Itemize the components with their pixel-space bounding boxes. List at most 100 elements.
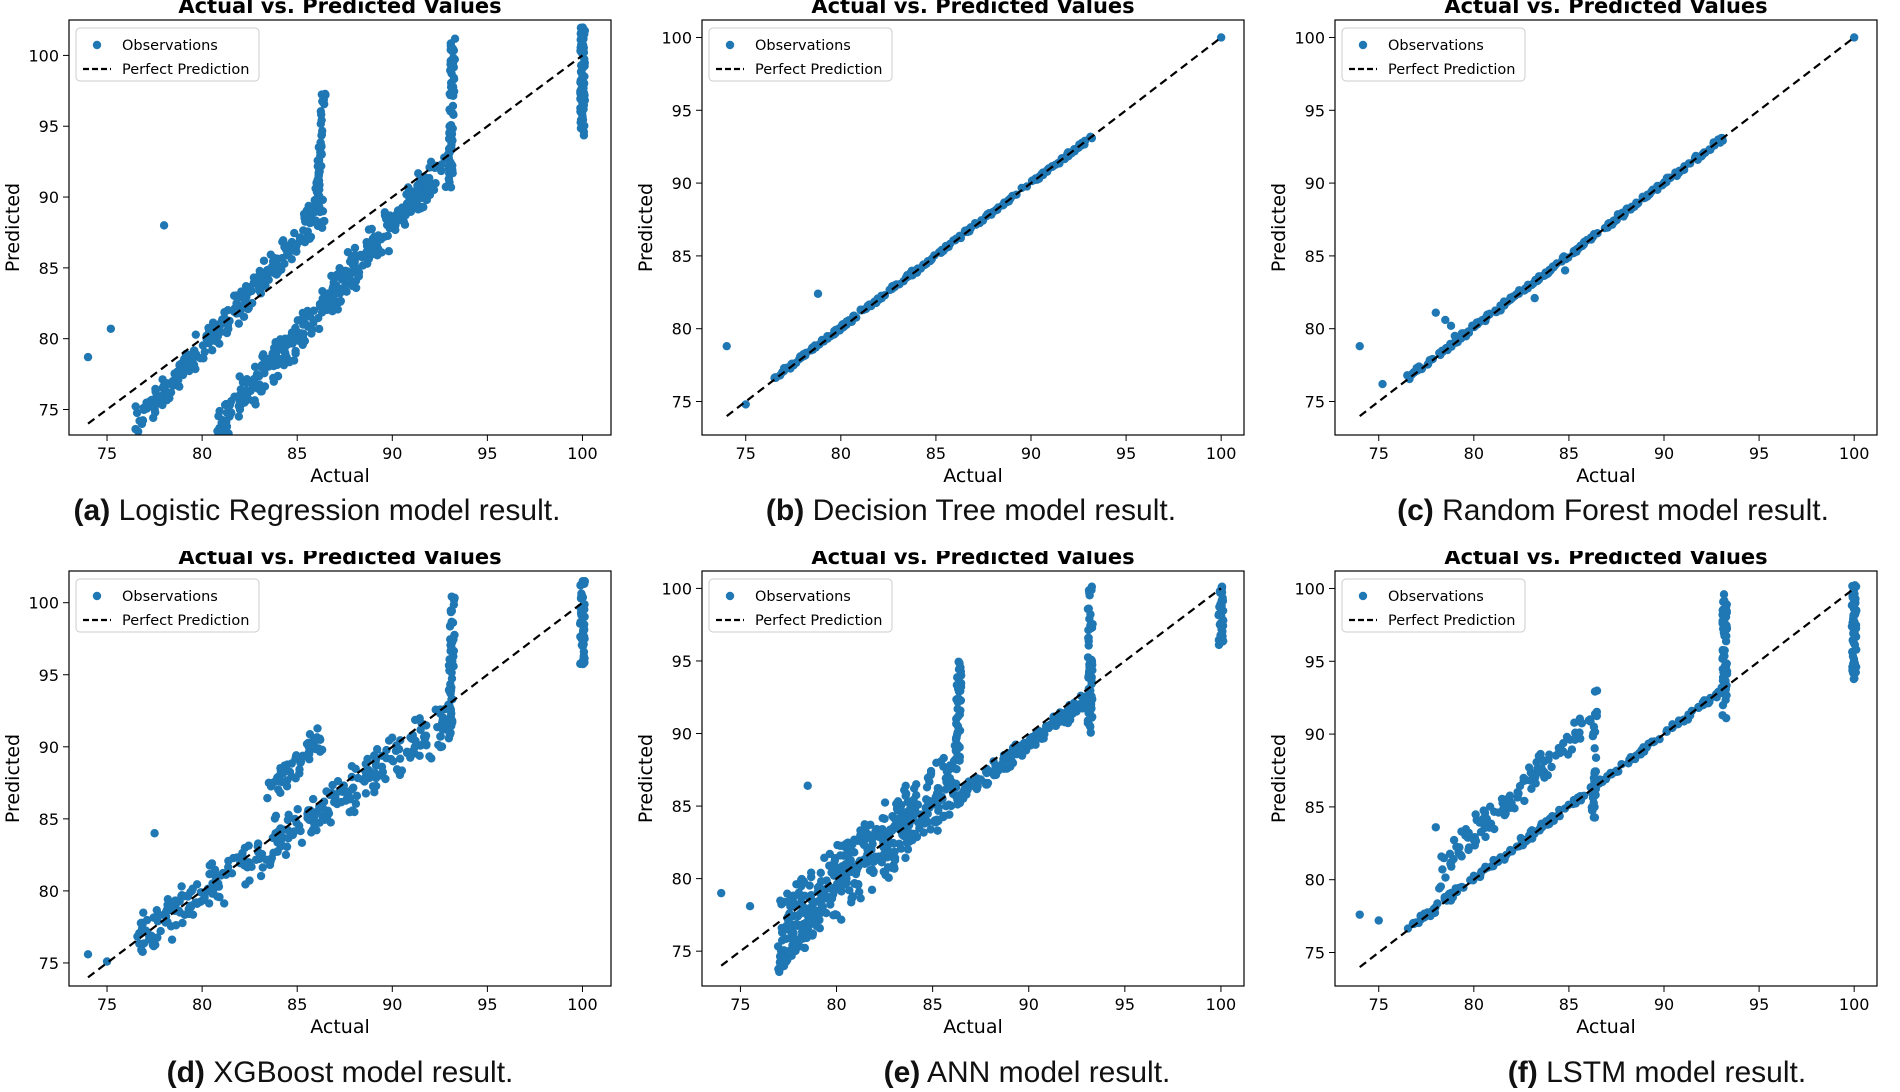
- caption-e: (e) ANN model result.: [717, 1056, 1337, 1090]
- data-point: [316, 107, 326, 116]
- data-point: [177, 882, 186, 891]
- data-point: [276, 834, 285, 843]
- data-point: [340, 282, 349, 291]
- data-point: [225, 400, 235, 410]
- data-point: [207, 859, 217, 868]
- x-tick-label: 95: [1115, 995, 1135, 1014]
- data-point: [1590, 777, 1599, 786]
- data-point: [846, 845, 856, 855]
- data-point: [841, 860, 850, 869]
- data-point: [1526, 827, 1536, 836]
- x-tick-label: 95: [1749, 995, 1769, 1014]
- x-axis-label: Actual: [1576, 465, 1636, 487]
- plot-frame: [1334, 19, 1878, 436]
- data-point: [577, 69, 587, 79]
- data-point: [1520, 796, 1529, 806]
- data-point: [102, 957, 112, 966]
- data-point: [317, 161, 326, 171]
- data-point: [834, 879, 843, 888]
- legend-marker-observations: [1358, 40, 1368, 50]
- data-point: [446, 159, 455, 168]
- caption-tag: (a): [73, 494, 111, 527]
- chart-panel-d: Actual vs. Predicted Values 75 80 85 90 95 100…: [2, 551, 612, 1038]
- data-point: [156, 926, 165, 936]
- data-point: [257, 363, 266, 372]
- data-point: [1589, 722, 1599, 732]
- data-point: [1215, 586, 1225, 596]
- data-point: [133, 932, 142, 941]
- x-axis-label: Actual: [943, 465, 1003, 487]
- data-point: [1050, 721, 1059, 730]
- data-point: [259, 256, 269, 265]
- data-point: [317, 115, 326, 125]
- data-point: [793, 935, 803, 945]
- data-point: [315, 299, 325, 309]
- y-tick-label: 100: [1294, 579, 1325, 598]
- data-point: [447, 674, 457, 683]
- y-tick-label: 80: [1305, 320, 1325, 339]
- y-tick-label: 75: [672, 393, 692, 412]
- data-point: [1722, 606, 1731, 616]
- data-point: [1505, 791, 1515, 800]
- data-point: [1850, 589, 1859, 598]
- data-point: [580, 658, 589, 667]
- x-tick-label: 80: [192, 444, 212, 463]
- data-point: [289, 356, 299, 365]
- data-point: [1540, 773, 1549, 782]
- data-point: [296, 826, 305, 836]
- data-point: [395, 754, 405, 763]
- y-tick-label: 85: [39, 810, 59, 829]
- data-point: [1436, 882, 1446, 891]
- data-point: [178, 918, 187, 928]
- data-point: [291, 752, 301, 762]
- data-point: [410, 735, 419, 745]
- data-point: [279, 777, 289, 787]
- data-point: [1412, 363, 1421, 373]
- data-point: [300, 336, 310, 346]
- data-point: [797, 927, 807, 936]
- data-point: [145, 934, 154, 944]
- data-point: [139, 405, 149, 415]
- data-point: [293, 805, 302, 814]
- data-point: [1378, 379, 1387, 389]
- x-tick-label: 90: [1019, 995, 1039, 1014]
- data-point: [448, 59, 457, 68]
- y-tick-label: 85: [1305, 247, 1325, 266]
- x-tick-label: 80: [1464, 444, 1484, 463]
- data-point: [421, 731, 431, 740]
- data-point: [1513, 793, 1522, 802]
- caption-c: (c) Random Forest model result.: [1303, 494, 1900, 528]
- data-point: [951, 779, 961, 789]
- data-point: [1539, 757, 1549, 766]
- data-point: [171, 896, 180, 905]
- x-axis-label: Actual: [310, 1016, 370, 1038]
- data-point: [820, 853, 829, 863]
- data-point: [1848, 581, 1857, 591]
- data-point: [1481, 832, 1490, 842]
- data-point: [944, 766, 953, 775]
- data-point: [578, 23, 588, 32]
- x-tick-label: 75: [97, 995, 117, 1014]
- y-tick-label: 75: [39, 954, 59, 973]
- x-tick-label: 85: [1559, 995, 1579, 1014]
- data-point: [402, 208, 411, 218]
- data-point: [811, 919, 820, 929]
- legend: Observations Perfect Prediction: [1341, 27, 1526, 82]
- data-point: [309, 812, 319, 821]
- data-point: [890, 864, 899, 873]
- x-tick-label: 95: [1749, 444, 1769, 463]
- data-point: [1719, 674, 1729, 683]
- data-point: [880, 798, 890, 807]
- data-point: [83, 352, 93, 362]
- data-point: [229, 291, 239, 300]
- data-point: [303, 227, 312, 236]
- data-point: [577, 60, 587, 70]
- data-point: [237, 855, 247, 864]
- data-point: [256, 871, 266, 881]
- data-point: [1567, 745, 1577, 754]
- data-point: [446, 646, 455, 656]
- data-point: [801, 904, 810, 913]
- data-point: [445, 666, 454, 675]
- caption-text: ANN model result.: [926, 1056, 1171, 1089]
- data-point: [446, 606, 456, 615]
